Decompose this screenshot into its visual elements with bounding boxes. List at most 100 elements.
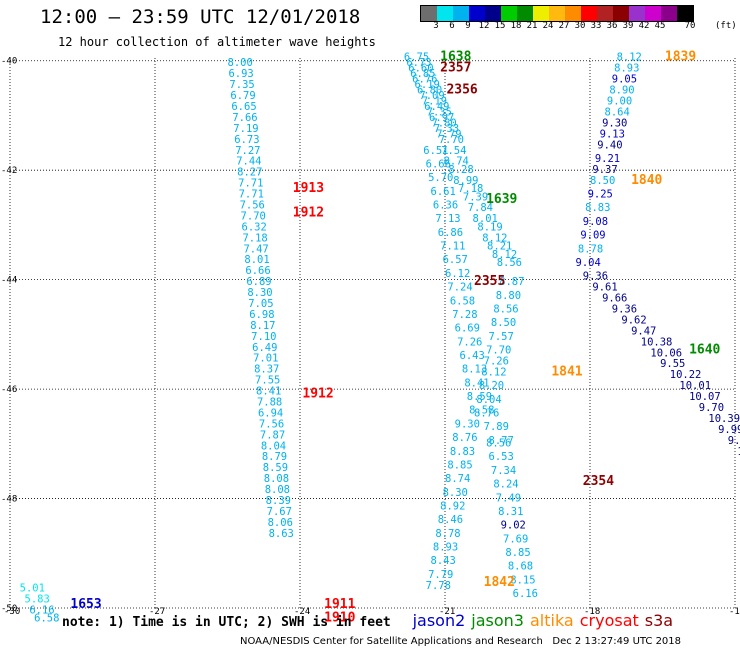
pass-time-label: 1839 — [665, 50, 696, 65]
swh-value: 8.41 — [256, 386, 281, 398]
pass-time-label: 1840 — [631, 173, 662, 188]
swh-value: 7.79 — [428, 569, 453, 581]
swh-value: 8.78 — [578, 243, 603, 255]
colorbar-tick-label: 30 — [574, 21, 586, 31]
swh-value: 9.04 — [576, 257, 601, 269]
swh-value: 7.69 — [503, 533, 528, 545]
swh-value: 8.63 — [269, 528, 294, 540]
swh-value: 8.08 — [264, 473, 289, 485]
satellite-legend: jason2 jason3 altika cryosat s3a — [413, 611, 680, 630]
swh-value: 9.25 — [588, 189, 613, 201]
swh-value: 8.00 — [228, 57, 253, 69]
swh-value: 6.49 — [252, 342, 277, 354]
legend-note: note: 1) Time is in UTC; 2) SWH is in fe… — [62, 615, 391, 630]
swh-value: 6.58 — [34, 613, 59, 625]
swh-value: 7.55 — [255, 375, 280, 387]
swh-value: 9.65 — [728, 435, 740, 447]
swh-value: 8.20 — [479, 380, 504, 392]
swh-value: 7.44 — [236, 156, 261, 168]
swh-value: 8.06 — [268, 517, 293, 529]
swh-value: 8.77 — [489, 435, 514, 447]
swh-value: 6.69 — [455, 323, 480, 335]
pass-time-label: 1841 — [551, 364, 582, 379]
swh-value: 8.78 — [435, 528, 460, 540]
colorbar-swatch — [517, 6, 533, 21]
swh-value: 9.99 — [718, 424, 740, 436]
colorbar-tick-label: 18 — [510, 21, 522, 31]
footer: NOAA/NESDIS Center for Satellite Applica… — [240, 636, 681, 647]
colorbar-swatch — [565, 6, 581, 21]
swh-value: 9.47 — [631, 325, 656, 337]
swh-value: 10.38 — [641, 336, 673, 348]
swh-value: 7.39 — [463, 191, 488, 203]
lon-tick-label: -24 — [294, 607, 310, 617]
legend-satellite-cryosat: cryosat — [579, 611, 639, 630]
lon-tick-label: -15 — [729, 607, 740, 617]
swh-value: 8.76 — [474, 407, 499, 419]
swh-value: 7.26 — [484, 355, 509, 367]
swh-value: 7.35 — [229, 79, 254, 91]
swh-value: 9.30 — [602, 117, 627, 129]
swh-value: 8.50 — [491, 317, 516, 329]
colorbar-swatch — [437, 6, 453, 21]
lat-tick-label: -50 — [1, 604, 17, 614]
swh-value: 6.86 — [438, 227, 463, 239]
swh-value: 8.59 — [263, 462, 288, 474]
swh-value: 9.62 — [621, 314, 646, 326]
pass-time-label: 1912 — [293, 206, 324, 221]
swh-value: 8.99 — [453, 175, 478, 187]
swh-value: 8.85 — [505, 547, 530, 559]
swh-value: 7.26 — [457, 336, 482, 348]
graticule — [9, 58, 736, 609]
swh-value: 6.66 — [426, 158, 451, 170]
swh-value: 8.68 — [508, 561, 533, 573]
swh-value: 9.70 — [699, 402, 724, 414]
swh-value: 7.71 — [239, 189, 264, 201]
swh-value: 9.36 — [612, 303, 637, 315]
swh-value: 6.66 — [245, 265, 270, 277]
swh-value: 7.78 — [426, 580, 451, 592]
swh-value: 7.27 — [235, 145, 260, 157]
swh-value: 8.21 — [487, 241, 512, 253]
swh-value: 7.09 — [419, 90, 444, 102]
swh-value: 8.27 — [237, 167, 262, 179]
colorbar-tick-label: 9 — [465, 21, 471, 31]
swh-value: 6.32 — [242, 221, 267, 233]
swh-value: 8.15 — [510, 574, 535, 586]
axis-labels: -30 -27 -24 -21 -18 -15 -40 -42 -44 -46 -48 -50 — [1, 57, 740, 617]
swh-value: 8.28 — [448, 164, 473, 176]
swh-value: 7.87 — [260, 429, 285, 441]
swh-value: 9.61 — [592, 282, 617, 294]
swh-value: 8.50 — [590, 175, 615, 187]
swh-value: 8.93 — [614, 63, 639, 75]
pass-time-label: 2355 — [474, 274, 505, 289]
colorbar-unit: (ft) — [715, 21, 737, 31]
swh-value: 6.73 — [406, 57, 431, 69]
swh-value: 7.19 — [422, 96, 447, 108]
swh-value: 8.56 — [486, 438, 511, 450]
swh-value: 7.01 — [253, 353, 278, 365]
swh-value: 9.21 — [595, 153, 620, 165]
swh-value: 8.12 — [492, 249, 517, 261]
swh-value: 9.05 — [612, 74, 637, 86]
swh-value: 7.70 — [439, 134, 464, 146]
swh-value: 7.18 — [458, 183, 483, 195]
swh-value: 8.04 — [476, 394, 501, 406]
swh-value: 9.02 — [501, 520, 526, 532]
swh-value: 8.12 — [617, 52, 642, 64]
colorbar-swatch — [501, 6, 517, 21]
pass-time-label: 1638 — [440, 50, 471, 65]
swh-value: 8.46 — [438, 514, 463, 526]
swh-value: 7.80 — [431, 117, 456, 129]
swh-value: 7.11 — [440, 241, 465, 253]
swh-value: 8.79 — [262, 451, 287, 463]
swh-value: 7.56 — [240, 199, 265, 211]
swh-value: 8.83 — [585, 202, 610, 214]
swh-value: 5.83 — [25, 594, 50, 606]
colorbar-swatch — [533, 6, 549, 21]
swh-value: 8.01 — [244, 254, 269, 266]
swh-value: 8.24 — [493, 479, 518, 491]
swh-value: 7.28 — [452, 309, 477, 321]
swh-value: 9.08 — [583, 216, 608, 228]
